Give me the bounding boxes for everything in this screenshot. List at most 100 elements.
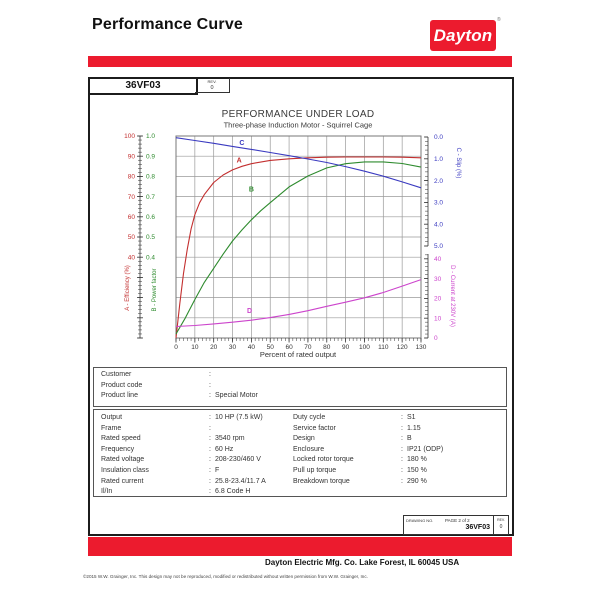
row-value: 150 % <box>407 466 427 474</box>
row-label: Enclosure <box>293 445 325 453</box>
row-label: Il/In <box>101 488 113 496</box>
curve-B <box>175 161 422 335</box>
row-colon: : <box>401 466 403 474</box>
table-row: Duty cycle: S1 <box>293 413 443 424</box>
drawing-rev-value: 0 <box>499 524 503 530</box>
top-red-bar <box>88 56 512 67</box>
curve-D <box>175 279 422 328</box>
row-value: S1 <box>407 414 416 421</box>
table-row: Frequency:60 Hz <box>101 445 266 456</box>
table-row: Output:10 HP (7.5 kW) <box>101 413 266 424</box>
x-tick-label: 30 <box>229 344 237 351</box>
row-label: Customer <box>101 371 132 378</box>
table-row: Customer: <box>101 370 258 381</box>
curve-A <box>175 156 422 339</box>
x-tick-label: 100 <box>359 344 370 351</box>
page-title: Performance Curve <box>92 16 244 33</box>
row-label: Service factor <box>293 424 336 432</box>
table-row: Design: B <box>293 434 443 445</box>
current-tick-label: 10 <box>434 315 442 322</box>
row-value: 1.15 <box>407 424 421 432</box>
row-colon: : <box>209 414 211 421</box>
x-tick-label: 60 <box>285 344 293 351</box>
row-label: Frequency <box>101 445 135 453</box>
row-label: Rated current <box>101 477 144 485</box>
copyright-notice: ©2015 W.W. Grainger, Inc. This design ma… <box>83 574 368 579</box>
row-value: Special Motor <box>215 392 258 400</box>
current-tick-label: 0 <box>434 335 438 342</box>
curve-label-C: C <box>239 140 244 147</box>
row-value: 60 Hz <box>215 445 234 453</box>
power-factor-tick-label: 0.4 <box>146 254 155 261</box>
curve-label-A: A <box>237 158 242 165</box>
spec-column-left: Output:10 HP (7.5 kW) Frame: Rated speed:3… <box>101 413 266 498</box>
x-axis-title: Percent of rated output <box>260 350 337 359</box>
efficiency-tick-label: 60 <box>128 214 136 221</box>
row-value: 290 % <box>407 477 427 485</box>
row-label: Product line <box>101 392 138 400</box>
row-colon: : <box>401 445 403 453</box>
company-address: Dayton Electric Mfg. Co. Lake Forest, IL… <box>265 558 460 567</box>
curve-label-D: D <box>247 308 252 315</box>
drawing-rev-label: REV. <box>497 518 505 522</box>
row-colon: : <box>209 381 211 389</box>
x-tick-label: 70 <box>304 344 312 351</box>
table-row: Enclosure: IP21 (ODP) <box>293 445 443 456</box>
efficiency-tick-label: 70 <box>128 194 136 201</box>
row-colon: : <box>401 435 403 443</box>
row-value: 3540 rpm <box>215 435 245 443</box>
revision-value: 0 <box>210 85 214 91</box>
current-axis-title: D - Current at 230V (A) <box>449 265 455 327</box>
row-colon: : <box>401 414 403 421</box>
bottom-red-bar <box>88 537 512 556</box>
table-row: Il/In:6.8 Code H <box>101 487 266 498</box>
row-colon: : <box>209 445 211 453</box>
row-value: 6.8 Code H <box>215 488 251 496</box>
table-row: Product line: Special Motor <box>101 391 258 402</box>
registered-trademark-mark: ® <box>497 17 501 23</box>
efficiency-tick-label: 50 <box>128 234 136 241</box>
drawing-number-box: DRAWING NO. PAGE 2 of 2 36VF03 REV. 0 <box>403 515 509 535</box>
efficiency-tick-label: 80 <box>128 174 136 181</box>
revision-label: REV. <box>207 79 217 84</box>
x-tick-label: 20 <box>210 344 218 351</box>
row-label: Insulation class <box>101 466 149 474</box>
slip-tick-label: 4.0 <box>434 221 443 228</box>
row-label: Output <box>101 414 123 421</box>
main-border-frame <box>88 77 514 536</box>
power-factor-tick-label: 0.6 <box>146 214 155 221</box>
slip-tick-label: 0.0 <box>434 134 443 141</box>
table-row: Product code: <box>101 381 258 392</box>
table-row: Locked rotor torque:180 % <box>293 455 443 466</box>
power-factor-tick-label: 0.7 <box>146 194 155 201</box>
drawing-rev-cell: REV. 0 <box>493 516 508 534</box>
page-indicator: PAGE 2 of 2 <box>445 518 470 523</box>
x-tick-label: 80 <box>323 344 331 351</box>
row-colon: : <box>401 456 403 464</box>
power-factor-tick-label: 0.9 <box>146 153 155 160</box>
efficiency-axis-title: A - Efficiency (%) <box>125 265 131 311</box>
row-colon: : <box>209 435 211 443</box>
slip-tick-label: 1.0 <box>434 156 443 163</box>
dayton-logo: Dayton <box>430 20 496 51</box>
current-tick-label: 20 <box>434 296 442 303</box>
row-colon: : <box>401 477 403 485</box>
x-tick-label: 120 <box>397 344 408 351</box>
dayton-logo-text: Dayton <box>433 26 493 45</box>
x-tick-label: 10 <box>191 344 199 351</box>
row-value: IP21 (ODP) <box>407 445 444 453</box>
power-factor-axis-title: B - Power factor <box>152 268 158 311</box>
row-value: B <box>407 435 412 443</box>
row-label: Duty cycle <box>293 414 326 421</box>
slip-tick-label: 5.0 <box>434 243 443 250</box>
spec-table-box: Output:10 HP (7.5 kW) Frame: Rated speed:3… <box>93 409 507 497</box>
customer-rows: Customer: Product code: Product line: Speci… <box>101 370 258 402</box>
slip-tick-label: 3.0 <box>434 200 443 207</box>
row-label: Rated voltage <box>101 456 145 464</box>
spec-column-right: Duty cycle: S1 Service factor:1.15 Design: B… <box>293 413 443 487</box>
chart-title: PERFORMANCE UNDER LOAD <box>222 109 375 120</box>
customer-info-box: Customer: Product code: Product line: Speci… <box>93 367 507 407</box>
table-row: Pull up torque:150 % <box>293 466 443 477</box>
table-row: Frame: <box>101 424 266 435</box>
current-tick-label: 30 <box>434 276 442 283</box>
